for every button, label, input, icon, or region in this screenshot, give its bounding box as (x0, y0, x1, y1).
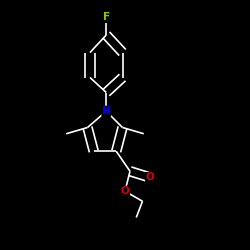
Text: N: N (102, 106, 110, 116)
Text: O: O (120, 186, 130, 196)
Text: O: O (146, 172, 154, 182)
Text: F: F (103, 12, 110, 22)
